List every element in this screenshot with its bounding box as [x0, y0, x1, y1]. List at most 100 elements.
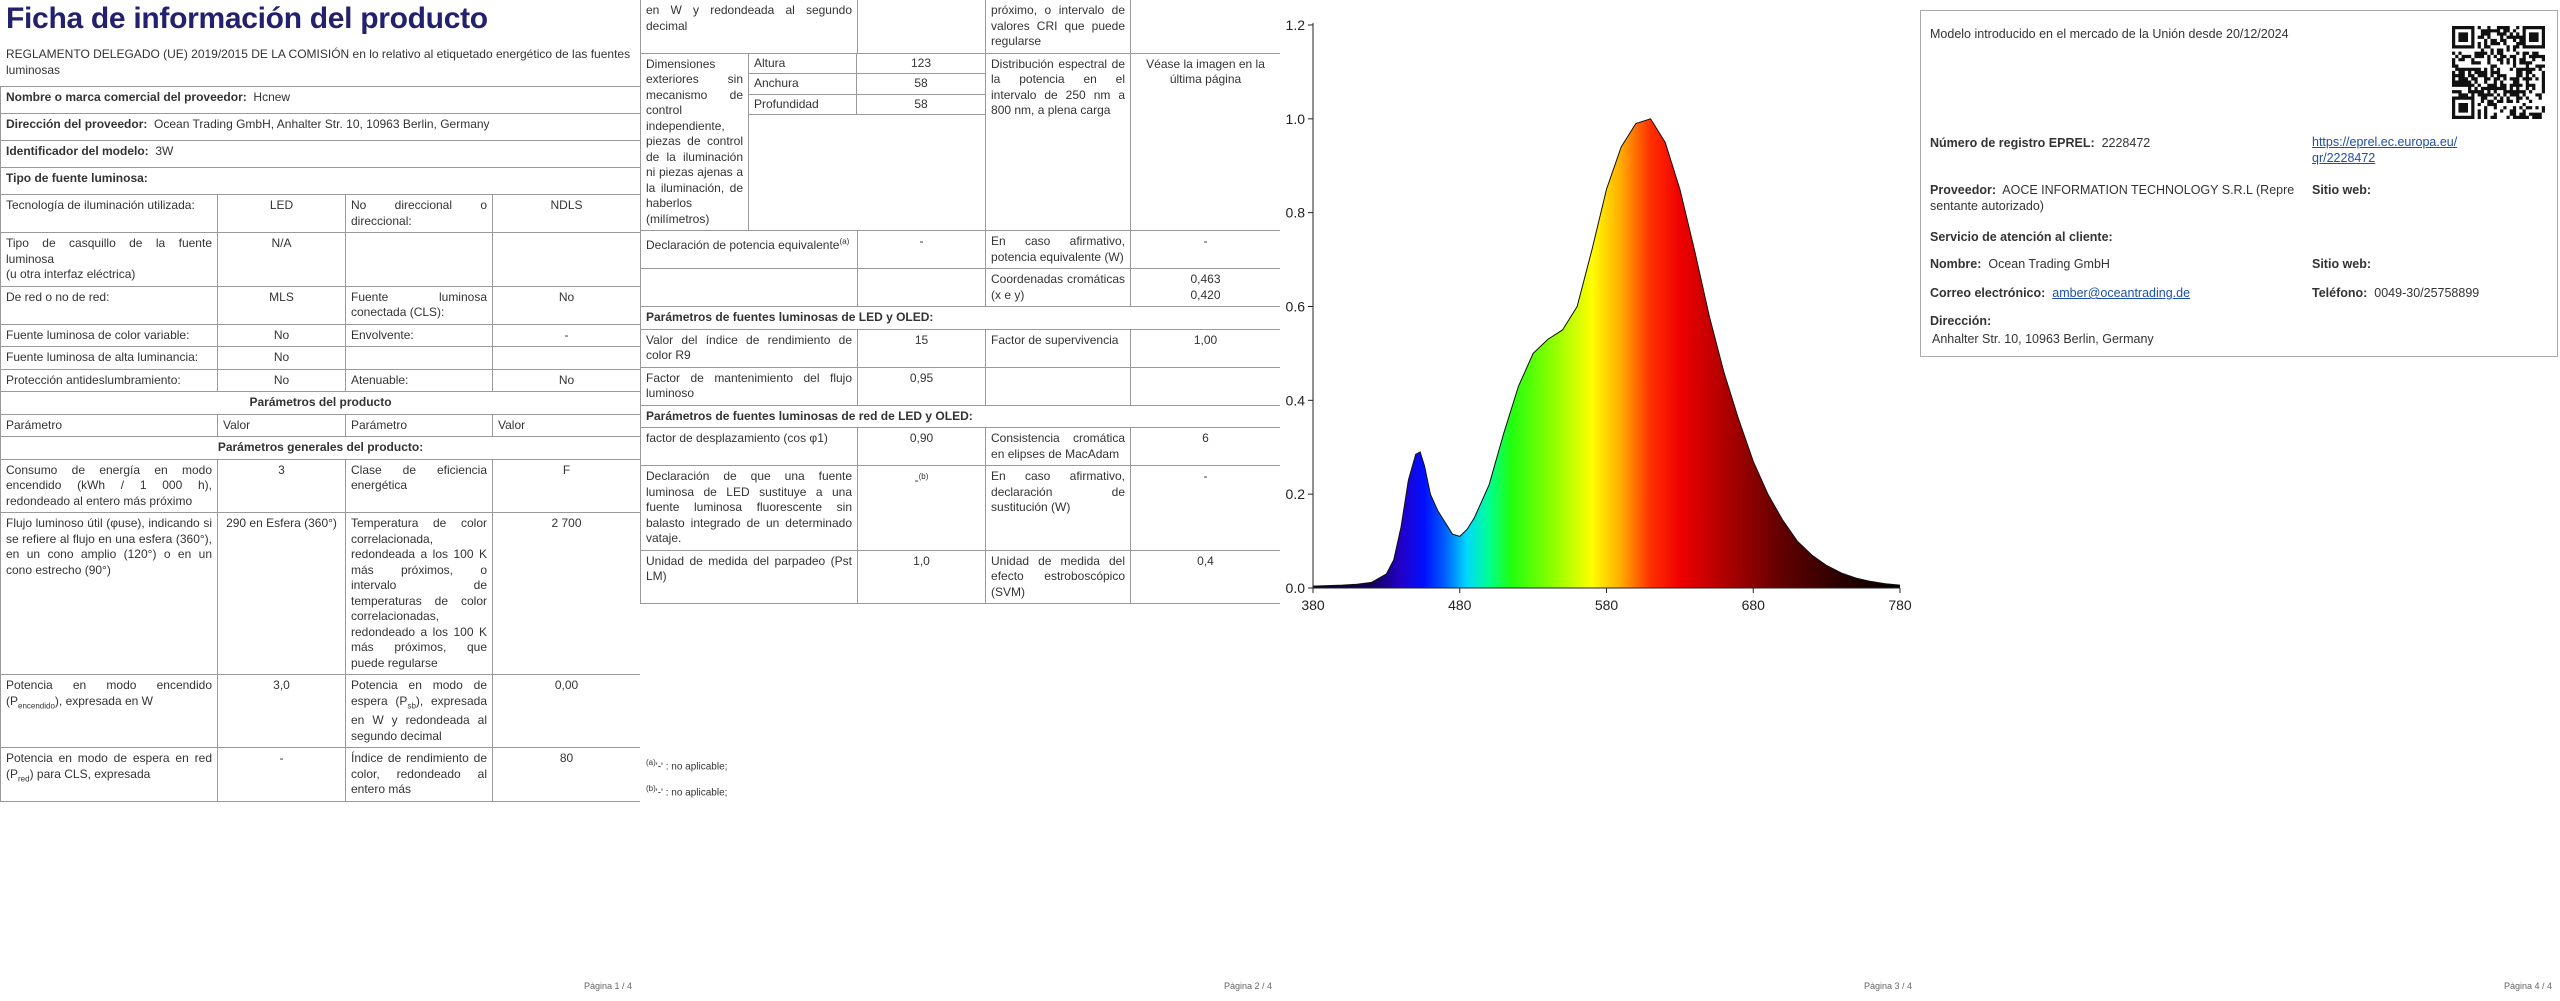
value: Ocean Trading GmbH: [1988, 257, 2110, 271]
text: Potencia en modo de espera (P: [351, 678, 487, 708]
y-tick-label: 1.2: [1286, 17, 1306, 33]
page-2: en W y redondeada al segundo decimal próx…: [640, 0, 1280, 1001]
table-cell: [345, 232, 493, 287]
label-cell: Dirección del proveedor: Ocean Trading G…: [0, 113, 640, 141]
table-cell: -(b): [857, 465, 987, 551]
address-label: Dirección:: [1930, 313, 1991, 329]
table-cell: MLS: [217, 285, 346, 325]
table-row: Tipo de casquillo de la fuente luminosa …: [0, 232, 640, 287]
table-row: Nombre o marca comercial del proveedor: …: [0, 86, 640, 114]
page-1-body: Ficha de información del producto REGLAM…: [0, 0, 640, 972]
text: Valor del índice de rendimiento de color…: [646, 332, 853, 363]
label-cell: Tipo de fuente luminosa:: [0, 167, 640, 195]
table-row: Identificador del modelo: 3W: [0, 140, 640, 168]
table-cell: Fuente luminosa de color variable:: [0, 323, 218, 347]
table-cell: Envolvente:: [345, 323, 493, 347]
table-cell: Dimensiones exteriores sin mecanismo de …: [640, 52, 749, 231]
section-heading: Parámetros generales del producto:: [0, 436, 640, 460]
dimension-label: Altura: [749, 53, 857, 74]
email-row: Correo electrónico: amber@oceantrading.d…: [1930, 285, 2190, 301]
table-cell: Tecnología de iluminación utilizada:: [0, 194, 218, 233]
text: Véase la imagen en la última página: [1146, 56, 1265, 87]
table-row: Fuente luminosa de alta luminancia: No: [0, 346, 640, 370]
label-cell: Identificador del modelo: 3W: [0, 140, 640, 168]
y-tick-label: 0.8: [1286, 205, 1306, 221]
info-box: [1920, 10, 2558, 357]
text: en W y redondeada al segundo decimal: [646, 3, 853, 33]
text: No direccional o direccional:: [351, 198, 487, 228]
text: 3,0: [273, 678, 290, 692]
x-tick-label: 580: [1595, 597, 1619, 613]
table-cell: [345, 346, 493, 370]
table-row: Fuente luminosa de color variable: No Envo…: [0, 323, 640, 347]
table-cell: Coordenadas cromáticas (x e y): [985, 268, 1132, 307]
text: No: [273, 372, 290, 387]
dimensions-cell: Altura 123 Anchura 58 Profundidad 58: [747, 52, 987, 231]
table-row: Dirección del proveedor: Ocean Trading G…: [0, 113, 640, 141]
text: -: [1203, 234, 1208, 248]
table-cell: No: [491, 285, 640, 325]
table-row: Protección antideslumbramiento: No Atenuab…: [0, 368, 640, 392]
table-row: Parámetros del producto: [0, 391, 640, 415]
intro: Modelo introducido en el mercado de la U…: [1930, 27, 2289, 41]
text: F: [562, 462, 571, 477]
table-cell: 0,463 0,420: [1130, 268, 1280, 307]
table-cell: N/A: [217, 232, 346, 287]
table-cell: 3: [217, 458, 346, 513]
text: NDLS: [550, 198, 583, 212]
text: N/A: [271, 236, 292, 250]
table-cell: Índice de rendimiento de color, redondea…: [345, 747, 493, 802]
text: -: [919, 234, 924, 248]
dimensions-table: Altura 123 Anchura 58 Profundidad 58: [749, 53, 985, 115]
text: 15: [914, 332, 929, 347]
text: '-' : no aplicable;: [655, 761, 728, 773]
table-row: Dimensiones exteriores sin mecanismo de …: [640, 52, 1280, 231]
page-footer: Página 2 / 4: [1223, 981, 1272, 991]
page-footer: Página 4 / 4: [2503, 981, 2552, 991]
text: Fuente luminosa de color variable:: [6, 327, 190, 342]
table-cell: En caso afirmativo, declaración de susti…: [985, 465, 1132, 551]
table-cell: Declaración de que una fuente luminosa d…: [640, 465, 859, 551]
subscript: sb: [407, 700, 416, 710]
table-cell: -: [491, 323, 640, 347]
label: Número de registro EPREL:: [1930, 136, 2095, 150]
column-header: Parámetro: [345, 413, 493, 437]
text: 3: [278, 462, 285, 477]
eprel-link[interactable]: https://eprel.ec.europa.eu/qr/2228472: [2312, 135, 2458, 165]
table-cell: Protección antideslumbramiento:: [0, 368, 218, 392]
table-cell: -: [1130, 230, 1280, 269]
table-row: Potencia en modo encendido (Pencendido),…: [0, 673, 640, 749]
table-row: Tipo de fuente luminosa:: [0, 167, 640, 195]
column-header: Parámetro: [0, 413, 218, 437]
text: Flujo luminoso útil (φuse), indicando si…: [6, 516, 212, 577]
table-cell: 3,0: [217, 673, 346, 749]
email-link[interactable]: amber@oceantrading.de: [2052, 286, 2191, 300]
text: -: [1203, 469, 1208, 483]
table-row: en W y redondeada al segundo decimal próx…: [640, 0, 1280, 54]
title: Ficha de información del producto: [6, 2, 488, 35]
dimension-row: Altura 123: [749, 53, 985, 74]
table-cell: [1130, 366, 1280, 406]
table-cell: Fuente luminosa de alta luminancia:: [0, 346, 218, 370]
value: 2228472: [2101, 136, 2151, 150]
page-1: Ficha de información del producto REGLAM…: [0, 0, 640, 1001]
text: Tipo de casquillo de la fuente luminosa …: [6, 236, 212, 281]
website-label: Sitio web:: [2312, 182, 2371, 198]
text: -: [279, 751, 284, 766]
y-tick-label: 1.0: [1286, 111, 1306, 127]
table-cell: Potencia en modo de espera en red (Pred)…: [0, 747, 218, 802]
table-cell: [857, 0, 987, 54]
label: Proveedor:: [1930, 183, 1996, 197]
x-tick-label: 780: [1888, 597, 1912, 613]
label: Nombre o marca comercial del proveedor:: [6, 90, 247, 104]
text: -: [914, 473, 919, 487]
y-tick-label: 0.2: [1286, 486, 1306, 502]
text: 290 en Esfera (360°): [226, 516, 337, 530]
text: Coordenadas cromáticas (x e y): [991, 272, 1126, 302]
product-table: en W y redondeada al segundo decimal próx…: [640, 0, 1280, 604]
text: MLS: [269, 289, 294, 304]
text: De red o no de red:: [6, 289, 110, 304]
table-cell: Distribución espectral de la potencia en…: [985, 52, 1132, 231]
table-cell: No: [217, 323, 346, 347]
